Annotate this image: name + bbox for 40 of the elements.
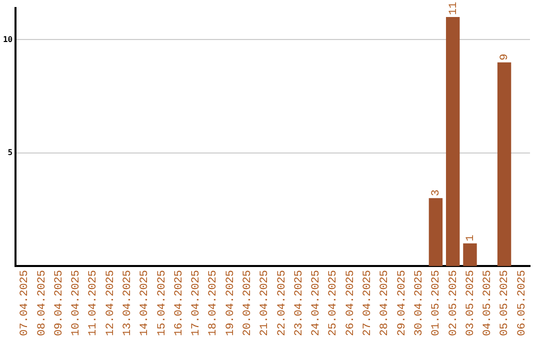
- x-tick-label: 24.04.2025: [310, 270, 323, 336]
- x-tick-label: 01.05.2025: [430, 270, 443, 336]
- data-label: 1: [464, 234, 477, 242]
- bar: [428, 198, 443, 266]
- x-tick-label: 23.04.2025: [293, 270, 306, 336]
- x-tick-label: 08.04.2025: [36, 270, 48, 336]
- x-tick-label: 26.04.2025: [344, 270, 357, 336]
- x-tick-label: 15.04.2025: [156, 270, 168, 336]
- x-tick-label: 25.04.2025: [328, 270, 340, 336]
- x-tick-label: 28.04.2025: [379, 270, 392, 336]
- x-tick-label: 30.04.2025: [413, 270, 426, 336]
- x-tick-label: 22.04.2025: [276, 270, 288, 336]
- x-tick-label: 29.04.2025: [396, 270, 408, 336]
- x-tick-label: 27.04.2025: [362, 270, 374, 336]
- x-tick-label: 10.04.2025: [70, 270, 83, 336]
- x-tick-label: 07.04.2025: [19, 270, 32, 336]
- bar: [446, 17, 460, 266]
- x-tick-label: 04.05.2025: [482, 270, 494, 336]
- x-tick-label: 16.04.2025: [173, 270, 186, 336]
- x-tick-label: 14.04.2025: [139, 270, 152, 336]
- data-label: 11: [448, 1, 460, 16]
- data-label: 3: [430, 189, 443, 196]
- x-tick-label: 02.05.2025: [448, 270, 460, 336]
- bar: [497, 62, 512, 266]
- x-tick-label: 13.04.2025: [122, 270, 134, 336]
- x-tick-label: 12.04.2025: [104, 270, 117, 336]
- x-tick-label: 06.05.2025: [516, 270, 528, 336]
- bar: [463, 243, 477, 266]
- y-tick-label: 5: [8, 148, 13, 157]
- y-tick-label: 10: [2, 34, 13, 44]
- x-tick-label: 21.04.2025: [259, 270, 272, 336]
- x-tick-label: 18.04.2025: [208, 270, 220, 336]
- x-tick-label: 19.04.2025: [224, 270, 237, 336]
- x-tick-label: 17.04.2025: [190, 270, 203, 336]
- x-tick-label: 20.04.2025: [242, 270, 254, 336]
- x-tick-label: 09.04.2025: [53, 270, 66, 336]
- x-tick-label: 05.05.2025: [499, 270, 512, 336]
- x-tick-label: 03.05.2025: [464, 270, 477, 336]
- x-tick-label: 11.04.2025: [88, 270, 100, 336]
- data-label: 9: [499, 54, 512, 60]
